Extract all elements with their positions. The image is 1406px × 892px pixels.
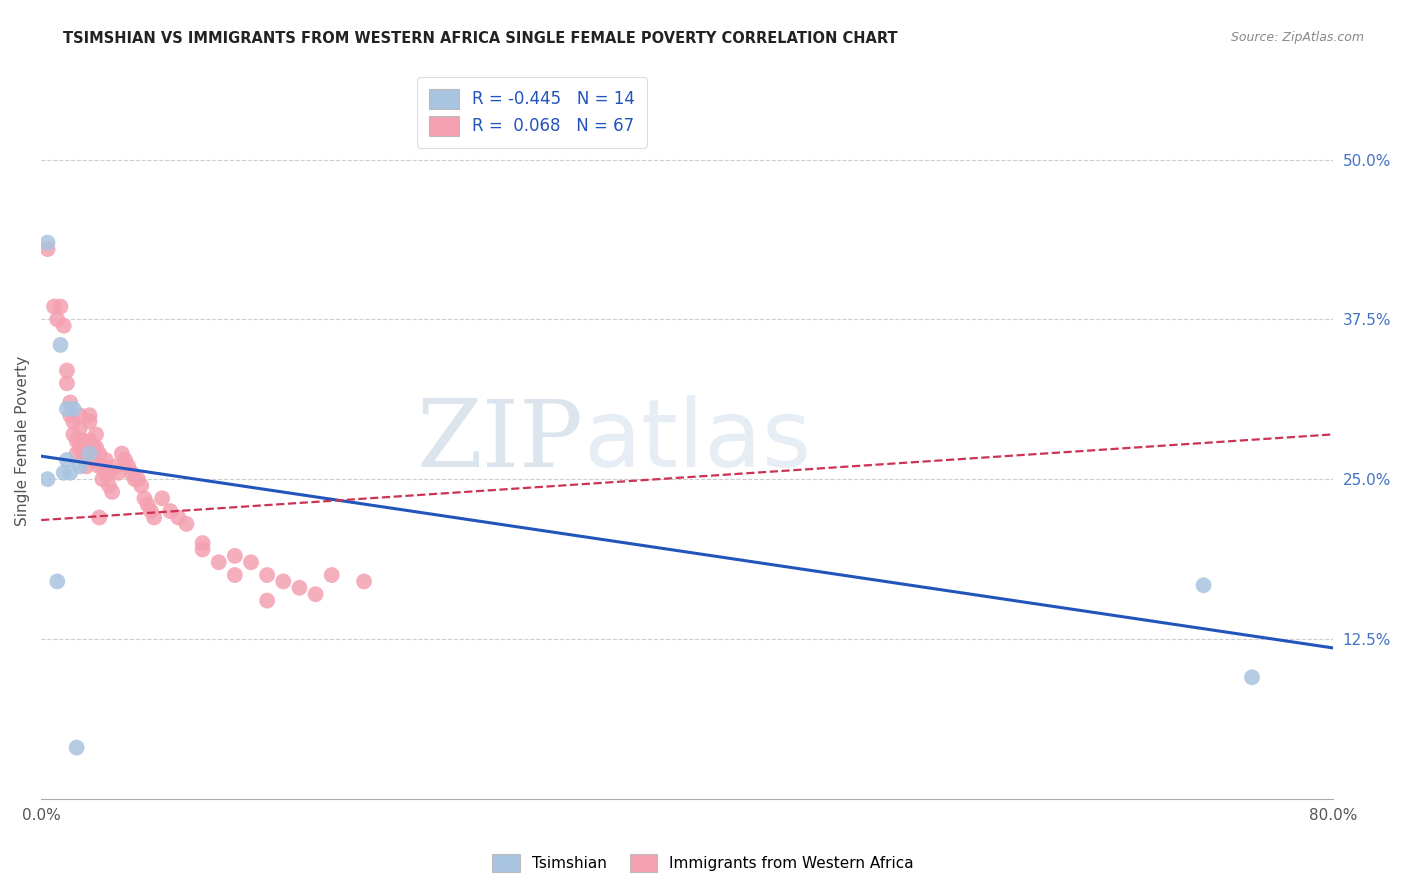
Point: [56, 453, 79, 467]
Point: [114, 453, 136, 467]
Point: [124, 472, 146, 486]
Text: atlas: atlas: [583, 395, 811, 487]
Point: [69, 440, 91, 454]
Point: [240, 555, 263, 569]
Point: [52, 318, 75, 333]
Point: [224, 549, 246, 563]
Point: [91, 459, 114, 474]
Point: [79, 447, 101, 461]
Point: [97, 478, 120, 492]
Point: [62, 427, 84, 442]
Text: ZIP: ZIP: [416, 396, 583, 486]
Legend: Tsimshian, Immigrants from Western Africa: Tsimshian, Immigrants from Western Afric…: [485, 846, 921, 880]
Point: [79, 434, 101, 448]
Text: TSIMSHIAN VS IMMIGRANTS FROM WESTERN AFRICA SINGLE FEMALE POVERTY CORRELATION CH: TSIMSHIAN VS IMMIGRANTS FROM WESTERN AFR…: [63, 31, 898, 46]
Point: [224, 568, 246, 582]
Point: [127, 472, 149, 486]
Text: Source: ZipAtlas.com: Source: ZipAtlas.com: [1230, 31, 1364, 45]
Point: [304, 587, 326, 601]
Y-axis label: Single Female Poverty: Single Female Poverty: [15, 356, 30, 526]
Point: [89, 510, 111, 524]
Point: [84, 427, 107, 442]
Point: [42, 300, 65, 314]
Point: [69, 409, 91, 423]
Point: [94, 453, 117, 467]
Point: [37, 235, 59, 250]
Point: [75, 459, 97, 474]
Point: [134, 491, 156, 506]
Point: [79, 409, 101, 423]
Point: [97, 466, 120, 480]
Point: [104, 459, 127, 474]
Point: [89, 459, 111, 474]
Point: [121, 466, 143, 480]
Point: [353, 574, 375, 589]
Legend: R = -0.445   N = 14, R =  0.068   N = 67: R = -0.445 N = 14, R = 0.068 N = 67: [418, 77, 647, 147]
Point: [191, 542, 214, 557]
Point: [89, 447, 111, 461]
Point: [66, 447, 89, 461]
Point: [49, 338, 72, 352]
Point: [69, 421, 91, 435]
Point: [84, 440, 107, 454]
Point: [46, 312, 69, 326]
Point: [321, 568, 343, 582]
Point: [150, 491, 173, 506]
Point: [139, 504, 162, 518]
Point: [59, 466, 82, 480]
Point: [59, 395, 82, 409]
Point: [75, 447, 97, 461]
Point: [59, 409, 82, 423]
Point: [101, 484, 124, 499]
Point: [288, 581, 311, 595]
Point: [56, 401, 79, 416]
Point: [49, 300, 72, 314]
Point: [176, 516, 198, 531]
Point: [256, 568, 278, 582]
Point: [37, 242, 59, 256]
Point: [46, 574, 69, 589]
Point: [94, 466, 117, 480]
Point: [129, 478, 152, 492]
Point: [143, 510, 166, 524]
Point: [82, 440, 104, 454]
Point: [91, 472, 114, 486]
Point: [111, 447, 134, 461]
Point: [52, 466, 75, 480]
Point: [208, 555, 231, 569]
Point: [1192, 578, 1215, 592]
Point: [72, 447, 94, 461]
Point: [136, 498, 159, 512]
Point: [62, 401, 84, 416]
Point: [69, 459, 91, 474]
Point: [82, 453, 104, 467]
Point: [37, 472, 59, 486]
Point: [117, 459, 139, 474]
Point: [167, 510, 190, 524]
Point: [1241, 670, 1264, 684]
Point: [256, 593, 278, 607]
Point: [79, 415, 101, 429]
Point: [72, 434, 94, 448]
Point: [159, 504, 181, 518]
Point: [66, 740, 89, 755]
Point: [56, 363, 79, 377]
Point: [56, 376, 79, 391]
Point: [62, 415, 84, 429]
Point: [271, 574, 294, 589]
Point: [66, 434, 89, 448]
Point: [191, 536, 214, 550]
Point: [107, 466, 129, 480]
